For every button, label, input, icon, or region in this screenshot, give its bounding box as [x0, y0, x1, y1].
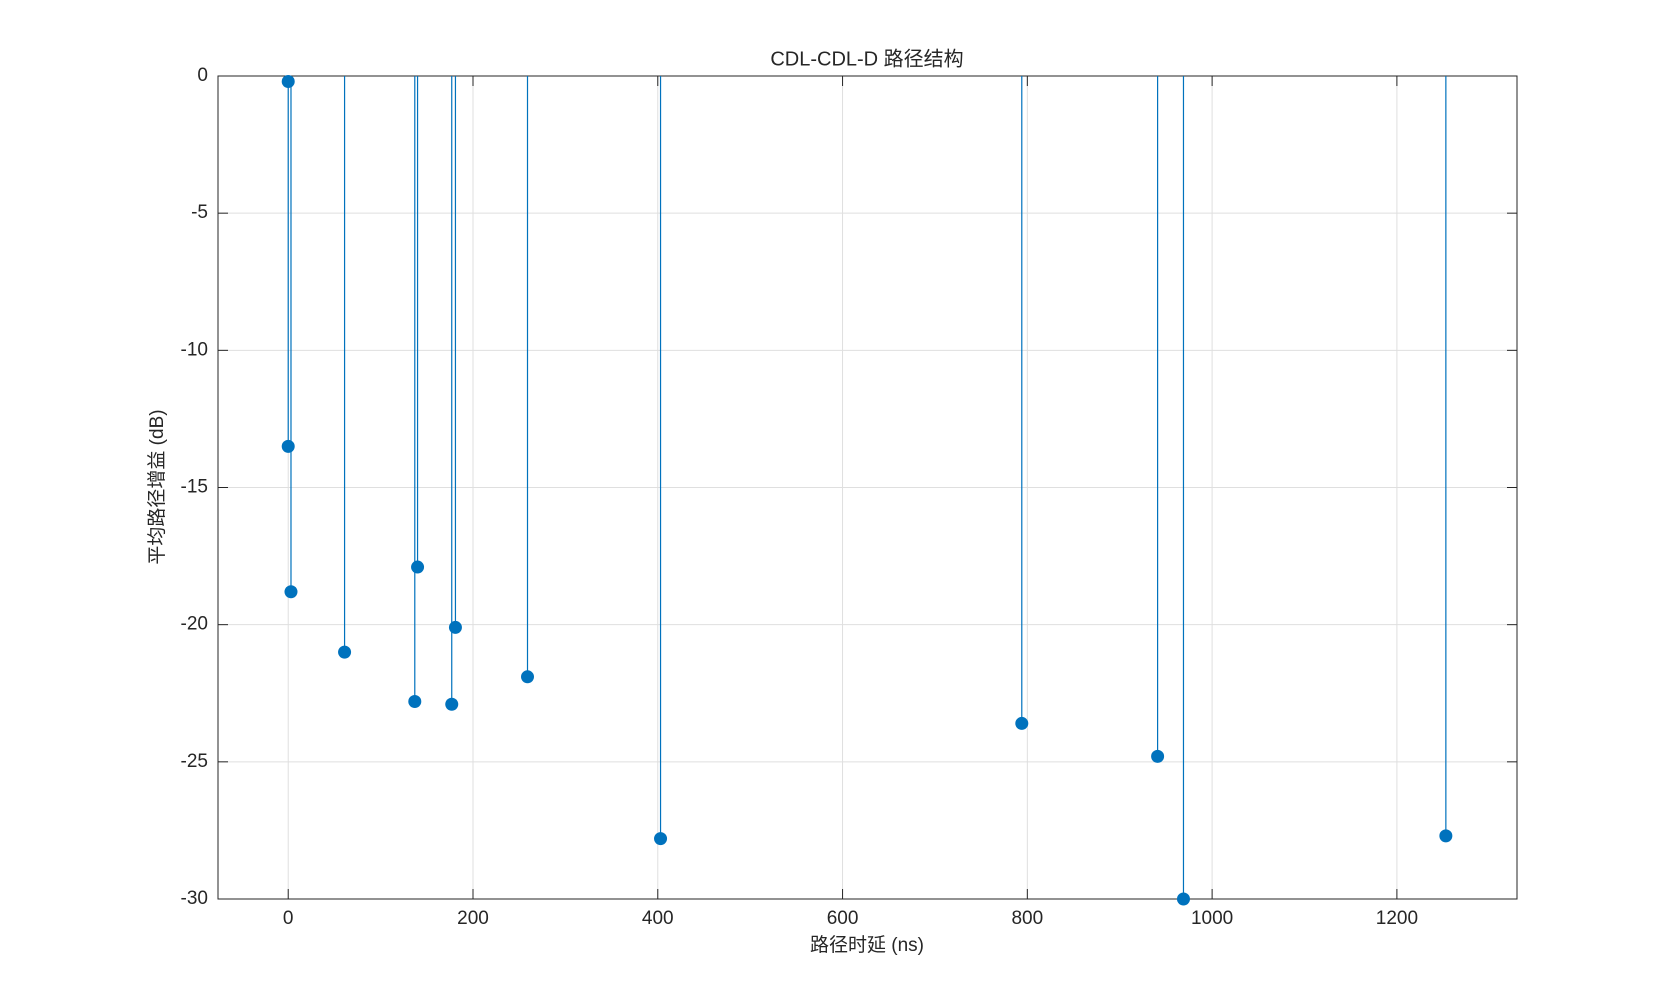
stem-marker — [448, 620, 462, 634]
x-tick-label: 1200 — [1376, 908, 1418, 929]
y-tick-label: -15 — [181, 477, 208, 498]
chart-title: CDL-CDL-D 路径结构 — [770, 47, 963, 70]
y-tick-label: -30 — [181, 888, 208, 909]
y-tick-label: -10 — [181, 339, 208, 360]
plot-frame — [217, 75, 1518, 900]
stem-marker — [1015, 716, 1029, 730]
y-axis-label: 平均路径增益 (dB) — [146, 409, 168, 564]
stem-marker — [281, 439, 295, 453]
stem-marker — [408, 694, 422, 708]
y-tick-label: 0 — [197, 65, 208, 86]
y-tick-label: -5 — [191, 202, 208, 223]
y-tick-label: -20 — [181, 614, 208, 635]
stem-marker — [521, 670, 535, 684]
x-tick-label: 600 — [827, 908, 859, 929]
x-tick-label: 400 — [642, 908, 674, 929]
x-tick-label: 200 — [457, 908, 489, 929]
stem-marker — [284, 585, 298, 599]
stem-marker — [1151, 749, 1165, 763]
x-tick-label: 0 — [283, 908, 294, 929]
stem-marker — [411, 560, 425, 574]
x-axis-label: 路径时延 (ns) — [810, 934, 924, 956]
stem-marker — [445, 697, 459, 711]
y-tick-label: -25 — [181, 751, 208, 772]
stem-marker — [1439, 829, 1453, 843]
x-tick-label: 800 — [1011, 908, 1043, 929]
stem-marker — [338, 645, 352, 659]
stem-marker — [1176, 892, 1190, 906]
stem-marker — [654, 832, 668, 846]
x-tick-label: 1000 — [1191, 908, 1233, 929]
